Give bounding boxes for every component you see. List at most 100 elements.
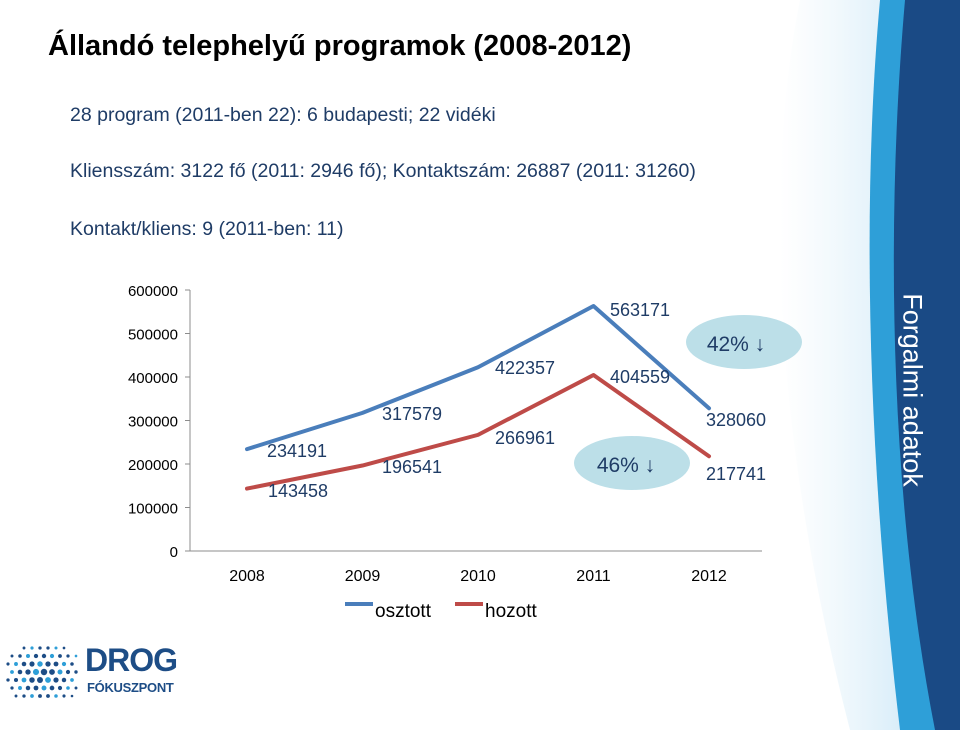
logo-dot	[66, 686, 70, 690]
logo-dot	[46, 694, 50, 698]
logo-dot	[41, 685, 47, 691]
y-tick-label: 400000	[128, 370, 178, 387]
logo-dot	[25, 685, 31, 691]
bullet-clients: Kliensszám: 3122 fő (2011: 2946 fő); Kon…	[70, 160, 696, 182]
data-label: 563171	[610, 300, 670, 320]
logo-dot	[6, 678, 10, 682]
data-label: 328060	[706, 410, 766, 430]
x-tick-label: 2012	[691, 568, 727, 585]
logo-text: DROG	[85, 642, 178, 678]
bullet-contact-ratio: Kontakt/kliens: 9 (2011-ben: 11)	[70, 218, 344, 240]
logo-dot	[62, 646, 66, 650]
logo-dot	[37, 661, 43, 667]
legend-label-osztott: osztott	[375, 601, 432, 622]
logo-dot	[17, 669, 23, 675]
data-label: 196541	[382, 457, 442, 477]
logo-dot	[41, 653, 47, 659]
data-label: 217741	[706, 464, 766, 484]
logo-dot	[65, 669, 71, 675]
y-tick-label: 200000	[128, 457, 178, 474]
x-tick-label: 2010	[460, 568, 496, 585]
y-tick-label: 0	[170, 544, 178, 561]
deco-wave-dark	[893, 0, 960, 730]
logo-dot	[22, 646, 26, 650]
logo-dot	[61, 677, 67, 683]
logo-dot	[49, 669, 55, 675]
logo-dot	[18, 686, 22, 690]
logo-dot	[29, 661, 35, 667]
data-label: 266961	[495, 428, 555, 448]
y-tick-label: 500000	[128, 327, 178, 344]
data-label: 317579	[382, 404, 442, 424]
logo-dot	[61, 661, 67, 667]
series-line-hozott	[245, 373, 711, 491]
logo-dot	[57, 669, 63, 675]
bullet-programs: 28 program (2011-ben 22): 6 budapesti; 2…	[70, 104, 496, 126]
logo-dot	[25, 653, 31, 659]
logo-dot	[53, 677, 59, 683]
logo-dot	[33, 685, 39, 691]
logo-dot	[38, 646, 42, 650]
logo-dots-icon	[6, 646, 78, 698]
logo-dot	[18, 654, 22, 658]
logo-dot	[13, 677, 19, 683]
logo-dot	[62, 694, 66, 698]
logo-dot	[74, 670, 78, 674]
data-label: 404559	[610, 367, 670, 387]
logo-subtext: FÓKUSZPONT	[87, 680, 174, 695]
logo-dot	[49, 685, 55, 691]
side-label: Forgalmi adatok	[897, 293, 928, 487]
logo-dot	[40, 668, 48, 676]
logo-dot	[45, 661, 51, 667]
logo-dot	[70, 694, 74, 698]
logo-dot	[54, 646, 58, 650]
logo-dot	[32, 668, 40, 676]
logo-dot	[10, 654, 14, 658]
data-label: 234191	[267, 441, 327, 461]
series-line-osztott	[245, 304, 711, 452]
logo-dot	[45, 677, 51, 683]
data-label: 422357	[495, 358, 555, 378]
annotation-label: 42% ↓	[707, 333, 765, 356]
logo-dot	[29, 677, 35, 683]
data-label: 143458	[268, 481, 328, 501]
logo-dot	[49, 653, 55, 659]
page-title: Állandó telephelyű programok (2008-2012)	[48, 30, 632, 62]
x-tick-label: 2008	[229, 568, 265, 585]
logo-dot	[10, 670, 14, 674]
legend-label-hozott: hozott	[485, 601, 537, 622]
logo-dot	[74, 654, 78, 658]
logo-dot	[21, 661, 27, 667]
logo-dot	[57, 685, 63, 691]
logo-dot	[46, 646, 50, 650]
logo-dot	[66, 654, 70, 658]
logo-dot	[6, 662, 10, 666]
x-tick-label: 2009	[345, 568, 381, 585]
y-tick-label: 300000	[128, 414, 178, 431]
logo-dot	[74, 686, 78, 690]
logo-dot	[30, 646, 34, 650]
logo-dot	[38, 694, 42, 698]
logo-dot	[33, 653, 39, 659]
logo-dot	[10, 686, 14, 690]
logo-dot	[14, 694, 18, 698]
annotation-bubble	[686, 315, 802, 369]
annotation-label: 46% ↓	[597, 454, 655, 477]
logo-dot	[14, 662, 18, 666]
logo-dot	[25, 669, 31, 675]
logo-dot	[30, 694, 34, 698]
logo-dot	[70, 678, 74, 682]
logo-dot	[21, 677, 27, 683]
logo-dot	[22, 694, 26, 698]
y-tick-label: 600000	[128, 283, 178, 300]
logo-dot	[58, 654, 62, 658]
annotation-bubble	[574, 436, 690, 490]
logo-dot	[54, 694, 58, 698]
logo: DROG FÓKUSZPONT	[2, 640, 178, 708]
logo-dot	[53, 661, 59, 667]
logo-dot	[37, 677, 43, 683]
x-tick-label: 2011	[576, 568, 611, 585]
y-tick-label: 100000	[128, 501, 178, 518]
